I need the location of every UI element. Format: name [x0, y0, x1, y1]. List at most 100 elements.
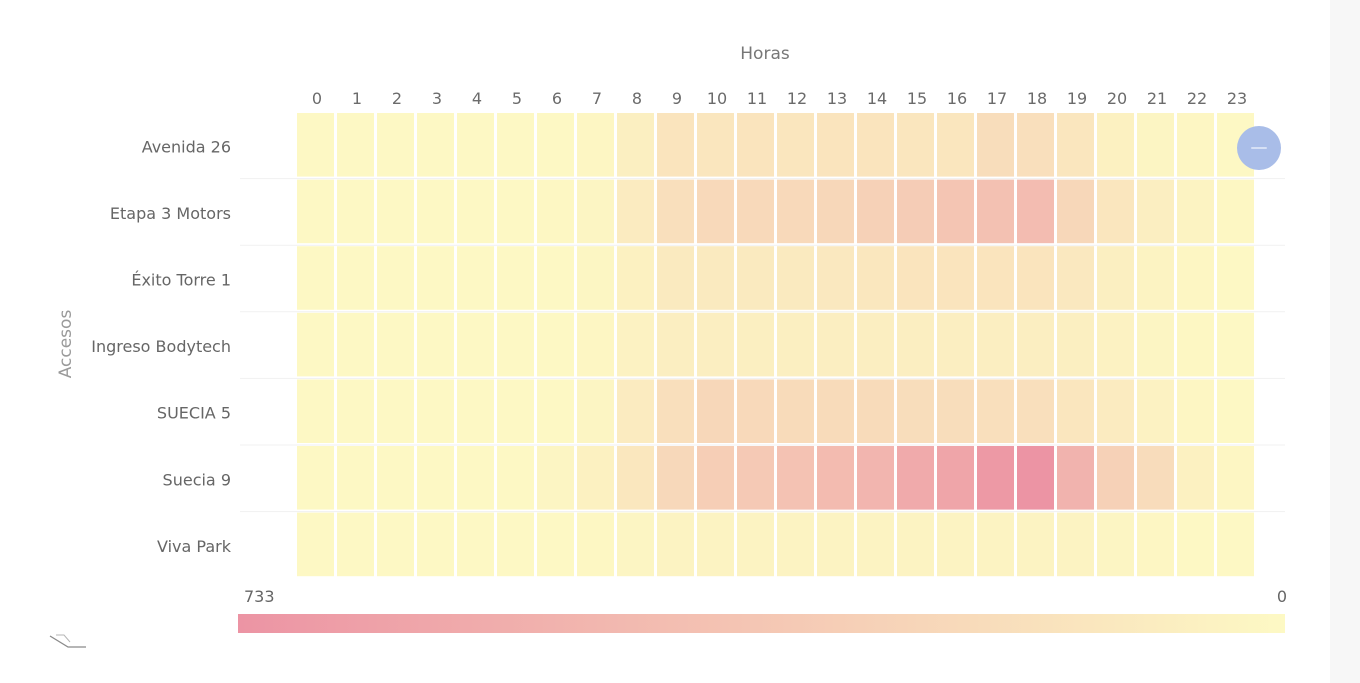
heatmap-cell[interactable]: [1137, 446, 1174, 510]
heatmap-cell[interactable]: [937, 179, 974, 244]
heatmap-cell[interactable]: [297, 246, 334, 310]
heatmap-cell[interactable]: [777, 179, 814, 244]
heatmap-cell[interactable]: [1217, 379, 1254, 443]
heatmap-cell[interactable]: [977, 512, 1014, 577]
heatmap-cell[interactable]: [457, 446, 494, 510]
heatmap-cell[interactable]: [697, 312, 734, 377]
heatmap-cell[interactable]: [697, 113, 734, 177]
heatmap-cell[interactable]: [1057, 246, 1094, 310]
heatmap-cell[interactable]: [977, 379, 1014, 443]
heatmap-cell[interactable]: [817, 179, 854, 244]
heatmap-cell[interactable]: [1177, 379, 1214, 443]
heatmap-cell[interactable]: [1217, 179, 1254, 244]
heatmap-cell[interactable]: [737, 246, 774, 310]
heatmap-cell[interactable]: [417, 446, 454, 510]
heatmap-cell[interactable]: [1137, 379, 1174, 443]
heatmap-cell[interactable]: [977, 446, 1014, 510]
heatmap-cell[interactable]: [1097, 512, 1134, 577]
heatmap-cell[interactable]: [1057, 379, 1094, 443]
heatmap-cell[interactable]: [1217, 312, 1254, 377]
heatmap-cell[interactable]: [857, 312, 894, 377]
heatmap-cell[interactable]: [897, 512, 934, 577]
heatmap-cell[interactable]: [817, 312, 854, 377]
heatmap-cell[interactable]: [1017, 179, 1054, 244]
heatmap-cell[interactable]: [977, 113, 1014, 177]
heatmap-cell[interactable]: [697, 379, 734, 443]
heatmap-cell[interactable]: [457, 246, 494, 310]
heatmap-cell[interactable]: [1137, 512, 1174, 577]
heatmap-cell[interactable]: [537, 113, 574, 177]
heatmap-cell[interactable]: [497, 179, 534, 244]
heatmap-cell[interactable]: [977, 246, 1014, 310]
heatmap-cell[interactable]: [617, 246, 654, 310]
heatmap-cell[interactable]: [1057, 312, 1094, 377]
heatmap-cell[interactable]: [937, 446, 974, 510]
heatmap-cell[interactable]: [657, 379, 694, 443]
heatmap-cell[interactable]: [297, 446, 334, 510]
heatmap-cell[interactable]: [417, 379, 454, 443]
heatmap-cell[interactable]: [697, 512, 734, 577]
heatmap-cell[interactable]: [1097, 379, 1134, 443]
heatmap-cell[interactable]: [1137, 312, 1174, 377]
heatmap-cell[interactable]: [897, 379, 934, 443]
heatmap-cell[interactable]: [1097, 312, 1134, 377]
heatmap-cell[interactable]: [457, 512, 494, 577]
heatmap-cell[interactable]: [617, 512, 654, 577]
heatmap-cell[interactable]: [697, 179, 734, 244]
heatmap-cell[interactable]: [817, 446, 854, 510]
heatmap-cell[interactable]: [777, 312, 814, 377]
heatmap-cell[interactable]: [1097, 246, 1134, 310]
heatmap-cell[interactable]: [737, 179, 774, 244]
heatmap-cell[interactable]: [657, 113, 694, 177]
heatmap-cell[interactable]: [937, 512, 974, 577]
heatmap-cell[interactable]: [937, 246, 974, 310]
heatmap-cell[interactable]: [857, 379, 894, 443]
heatmap-cell[interactable]: [297, 179, 334, 244]
heatmap-cell[interactable]: [337, 379, 374, 443]
heatmap-cell[interactable]: [857, 512, 894, 577]
heatmap-cell[interactable]: [537, 179, 574, 244]
heatmap-cell[interactable]: [1017, 246, 1054, 310]
heatmap-cell[interactable]: [657, 246, 694, 310]
heatmap-cell[interactable]: [1177, 512, 1214, 577]
heatmap-cell[interactable]: [1017, 113, 1054, 177]
heatmap-cell[interactable]: [337, 512, 374, 577]
heatmap-cell[interactable]: [697, 446, 734, 510]
heatmap-cell[interactable]: [577, 179, 614, 244]
heatmap-cell[interactable]: [297, 379, 334, 443]
heatmap-cell[interactable]: [617, 113, 654, 177]
heatmap-cell[interactable]: [337, 446, 374, 510]
heatmap-cell[interactable]: [337, 312, 374, 377]
heatmap-cell[interactable]: [577, 379, 614, 443]
heatmap-cell[interactable]: [857, 446, 894, 510]
heatmap-cell[interactable]: [417, 312, 454, 377]
heatmap-cell[interactable]: [977, 179, 1014, 244]
heatmap-cell[interactable]: [417, 179, 454, 244]
heatmap-cell[interactable]: [417, 113, 454, 177]
heatmap-cell[interactable]: [337, 179, 374, 244]
heatmap-cell[interactable]: [1057, 179, 1094, 244]
heatmap-cell[interactable]: [777, 113, 814, 177]
heatmap-cell[interactable]: [777, 512, 814, 577]
heatmap-cell[interactable]: [1097, 179, 1134, 244]
heatmap-cell[interactable]: [977, 312, 1014, 377]
heatmap-cell[interactable]: [377, 446, 414, 510]
heatmap-cell[interactable]: [697, 246, 734, 310]
heatmap-cell[interactable]: [457, 312, 494, 377]
heatmap-cell[interactable]: [1097, 113, 1134, 177]
heatmap-cell[interactable]: [817, 512, 854, 577]
heatmap-cell[interactable]: [737, 512, 774, 577]
heatmap-cell[interactable]: [1177, 246, 1214, 310]
heatmap-cell[interactable]: [737, 446, 774, 510]
heatmap-cell[interactable]: [1017, 512, 1054, 577]
heatmap-cell[interactable]: [937, 113, 974, 177]
heatmap-cell[interactable]: [777, 379, 814, 443]
heatmap-cell[interactable]: [817, 379, 854, 443]
heatmap-cell[interactable]: [417, 512, 454, 577]
heatmap-cell[interactable]: [377, 246, 414, 310]
heatmap-cell[interactable]: [537, 246, 574, 310]
heatmap-cell[interactable]: [897, 246, 934, 310]
heatmap-cell[interactable]: [1017, 312, 1054, 377]
heatmap-cell[interactable]: [937, 379, 974, 443]
heatmap-cell[interactable]: [1057, 512, 1094, 577]
